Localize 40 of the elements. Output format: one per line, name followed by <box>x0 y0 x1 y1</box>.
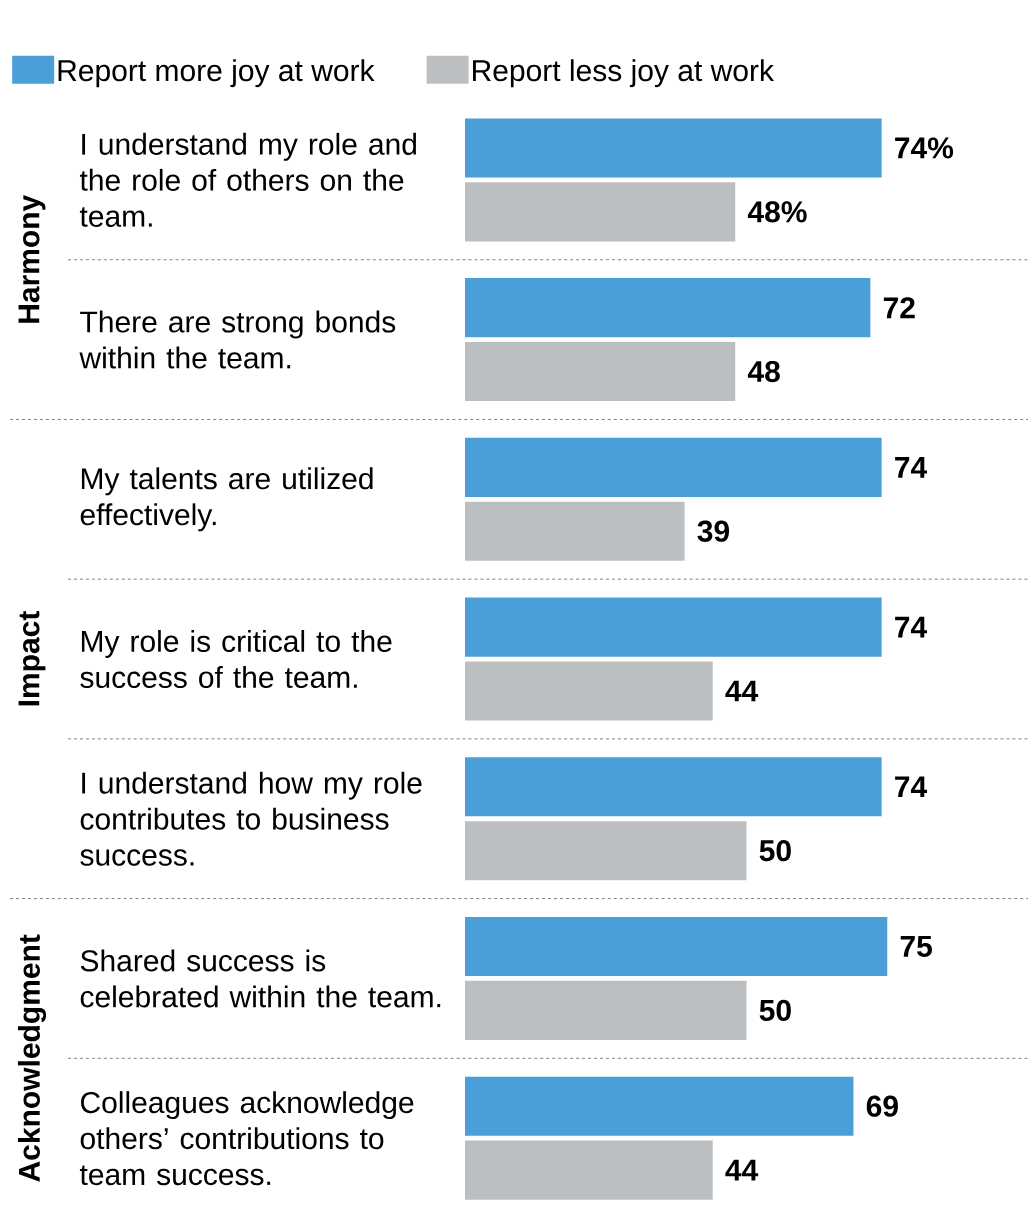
y-tick-label: There are strong bonds within the team. <box>79 310 396 369</box>
bar <box>465 821 747 881</box>
bar <box>465 437 882 497</box>
legend-label: Report more joy at work <box>58 59 375 88</box>
bar <box>465 1140 713 1200</box>
data-label: 74 <box>895 616 928 638</box>
y-tick-label: Shared success is celebrated within the team. <box>80 949 441 1008</box>
text: Impact <box>18 611 46 706</box>
data-label: 48% <box>747 201 807 223</box>
data-label: 74 <box>895 776 928 798</box>
bar <box>465 661 713 721</box>
legend-label: Report less joy at work <box>473 59 775 88</box>
text: Harmony <box>18 194 46 323</box>
data-label: 74 <box>895 457 928 478</box>
bar <box>465 182 736 242</box>
data-label: 44 <box>725 680 759 702</box>
y-tick-label: I understand how my role contributes to business success. <box>80 771 422 866</box>
bar <box>465 118 882 178</box>
data-label: 69 <box>866 1095 898 1117</box>
bar <box>465 278 871 338</box>
data-label: 72 <box>883 297 915 319</box>
data-label: 48 <box>747 360 780 383</box>
bar <box>465 1076 854 1136</box>
y-tick-label: I understand my role and the role of others on the team. <box>79 132 417 227</box>
bar <box>465 916 888 977</box>
data-label: 75 <box>900 936 932 957</box>
bar <box>465 342 736 402</box>
text: Acknowledgment <box>17 934 47 1182</box>
data-label: 44 <box>725 1159 759 1181</box>
data-label: 50 <box>759 999 791 1022</box>
bar <box>465 980 747 1040</box>
bar <box>465 597 882 657</box>
data-label: 39 <box>697 520 730 542</box>
y-tick-label: My talents are utilized effectively. <box>80 467 373 532</box>
bar <box>465 501 685 561</box>
y-tick-label: My role is critical to the success of the team. <box>80 630 392 689</box>
bar <box>465 757 882 817</box>
data-label: 50 <box>759 840 791 862</box>
y-tick-label: Colleagues acknowledge others’ contributions to team success. <box>79 1091 414 1186</box>
data-label: 74% <box>895 137 954 159</box>
